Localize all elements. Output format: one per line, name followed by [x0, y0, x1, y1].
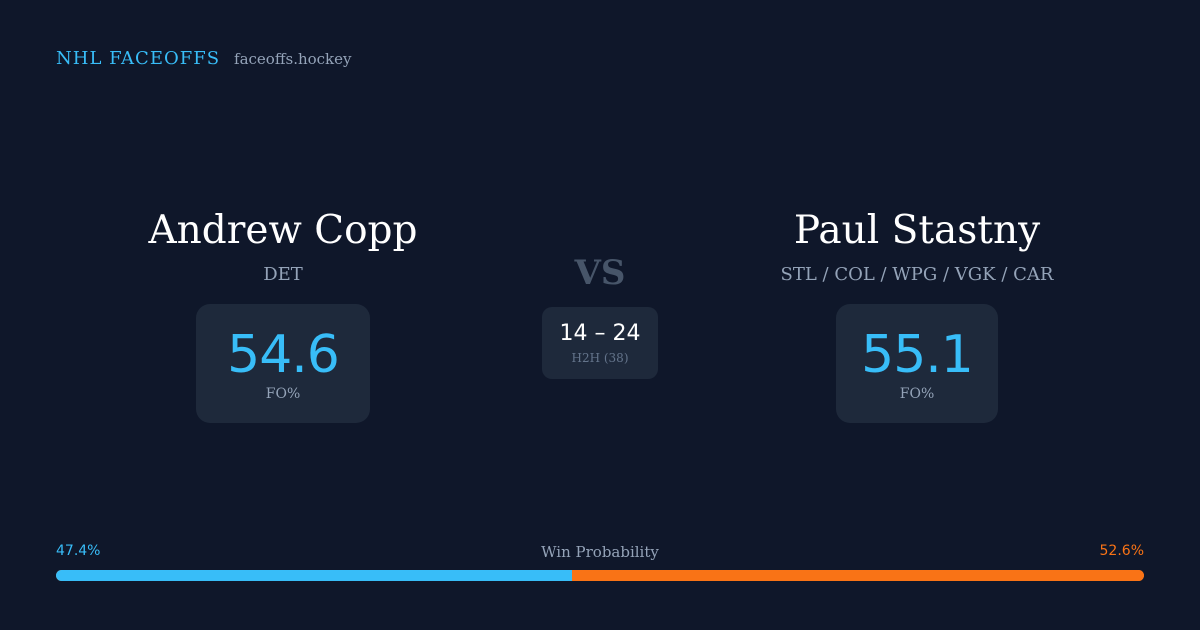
- player-right: Paul Stastny STL / COL / WPG / VGK / CAR…: [717, 205, 1117, 423]
- player-right-team: STL / COL / WPG / VGK / CAR: [780, 264, 1054, 285]
- h2h-score: 14 – 24: [559, 321, 641, 346]
- win-probability-left-value: 47.4%: [56, 543, 101, 559]
- player-right-fo-value: 55.1: [861, 324, 974, 385]
- player-left-fo-label: FO%: [265, 385, 301, 402]
- brand-title: NHL FACEOFFS: [56, 48, 221, 69]
- player-left-name: Andrew Copp: [148, 208, 418, 253]
- versus-section: VS 14 – 24 H2H (38): [542, 252, 658, 379]
- win-probability: 47.4% Win Probability 52.6%: [56, 543, 1144, 581]
- brand-header: NHL FACEOFFS faceoffs.hockey: [56, 48, 352, 69]
- h2h-card: 14 – 24 H2H (38): [542, 307, 658, 379]
- h2h-label: H2H (38): [571, 351, 629, 365]
- player-left-fo-card: 54.6 FO%: [196, 304, 370, 423]
- player-right-name: Paul Stastny: [793, 208, 1041, 253]
- player-left: Andrew Copp DET 54.6 FO%: [83, 205, 483, 423]
- brand-domain: faceoffs.hockey: [234, 50, 352, 68]
- player-right-fo-card: 55.1 FO%: [836, 304, 998, 423]
- win-probability-right-value: 52.6%: [1099, 543, 1144, 559]
- win-probability-bar-left: [56, 570, 572, 581]
- player-left-fo-value: 54.6: [227, 324, 340, 385]
- vs-label: VS: [574, 253, 626, 293]
- win-probability-label: Win Probability: [541, 543, 659, 561]
- player-right-fo-label: FO%: [899, 385, 935, 402]
- win-probability-bar-right: [571, 570, 1144, 581]
- win-probability-bar: [56, 570, 1144, 581]
- player-left-team: DET: [263, 264, 303, 285]
